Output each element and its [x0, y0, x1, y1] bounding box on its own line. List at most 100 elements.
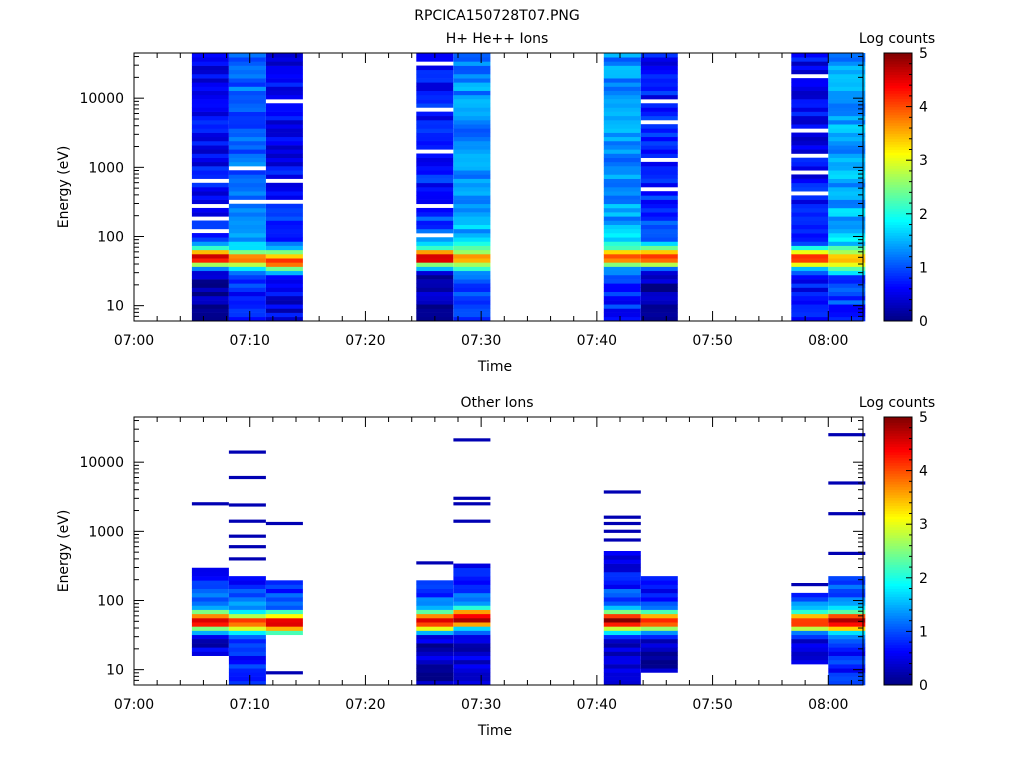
heatmap-cell: [791, 295, 829, 301]
heatmap-cell: [191, 291, 229, 297]
heatmap-cell: [228, 69, 266, 75]
heatmap-cell: [791, 647, 829, 652]
heatmap-cell: [828, 157, 866, 163]
heatmap-cell: [640, 90, 678, 96]
heatmap-cell: [453, 291, 491, 297]
colorbar-swatch: [884, 620, 912, 624]
heatmap-cell: [265, 61, 303, 66]
heatmap-cell: [228, 233, 266, 238]
heatmap-cell: [416, 224, 454, 230]
heatmap-cell: [640, 316, 678, 322]
colorbar-swatch: [884, 650, 912, 654]
heatmap-cell: [828, 672, 866, 677]
heatmap-cell: [191, 597, 229, 602]
heatmap-cell: [228, 618, 266, 623]
colorbar-swatch: [884, 634, 912, 638]
colorbar-swatch: [884, 58, 912, 62]
colorbar-swatch: [884, 682, 912, 686]
colorbar-swatch: [884, 666, 912, 670]
colorbar-swatch: [884, 438, 912, 442]
heatmap-cell: [791, 78, 829, 83]
colorbar-swatch: [884, 679, 912, 683]
heatmap-cell: [603, 111, 641, 117]
heatmap-cell: [228, 279, 266, 284]
heatmap-cell: [228, 274, 266, 280]
heatmap-cell: [828, 128, 866, 133]
heatmap-cell: [791, 638, 829, 644]
heatmap-cell: [191, 73, 229, 79]
heatmap-cell: [265, 82, 303, 87]
colorbar-swatch: [884, 235, 912, 239]
colorbar-swatch: [884, 580, 912, 584]
heatmap-cell: [228, 237, 266, 242]
heatmap-cell: [228, 254, 266, 259]
colorbar-swatch: [884, 262, 912, 266]
colorbar-swatch: [884, 516, 912, 520]
heatmap-cell: [453, 195, 491, 200]
heatmap-cell: [265, 308, 303, 313]
heatmap-cell: [828, 655, 866, 661]
y-axis-label-other: Energy (eV): [56, 510, 72, 593]
heatmap-cell: [453, 233, 491, 238]
heatmap-cell: [265, 580, 303, 585]
colorbar-swatch: [884, 449, 912, 453]
heatmap-cell: [265, 187, 303, 192]
heatmap-cell: [453, 220, 491, 225]
heatmap-cell: [228, 291, 266, 297]
colorbar-swatch: [884, 136, 912, 140]
x-tick-label: 08:00: [808, 697, 848, 713]
heatmap-cell: [228, 216, 266, 221]
heatmap-cell: [228, 174, 266, 179]
heatmap-cell: [640, 203, 678, 209]
heatmap-cell: [640, 140, 678, 146]
colorbar-swatch: [884, 128, 912, 132]
colorbar-swatch: [884, 283, 912, 287]
heatmap-cell: [228, 86, 266, 91]
heatmap-cell: [265, 295, 303, 301]
heatmap-cell: [265, 111, 303, 117]
colorbar-swatch: [884, 248, 912, 252]
heatmap-cell: [640, 103, 678, 108]
heatmap-cell: [265, 65, 303, 71]
heatmap-cell: [603, 115, 641, 121]
heatmap-cell: [828, 166, 866, 171]
sparse-count-line: [191, 502, 229, 506]
heatmap-cell: [228, 270, 266, 276]
heatmap-cell: [228, 191, 266, 196]
heatmap-cell: [265, 584, 303, 589]
colorbar-swatch: [884, 615, 912, 619]
heatmap-cell: [828, 584, 866, 589]
heatmap-cell: [228, 182, 266, 188]
heatmap-cell: [828, 605, 866, 610]
heatmap-cell: [191, 115, 229, 121]
colorbar-swatch: [884, 106, 912, 110]
y-axis-label-h-he: Energy (eV): [56, 146, 72, 229]
heatmap-cell: [791, 618, 829, 623]
heatmap-cell: [640, 643, 678, 648]
colorbar-swatch: [884, 551, 912, 555]
sparse-count-line: [603, 515, 641, 519]
colorbar-swatch: [884, 489, 912, 493]
heatmap-cell: [828, 576, 866, 581]
heatmap-cell: [416, 132, 454, 138]
heatmap-cell: [453, 128, 491, 133]
heatmap-cell: [828, 274, 866, 280]
heatmap-cell: [453, 157, 491, 163]
heatmap-cell: [603, 571, 641, 577]
colorbar-swatch: [884, 74, 912, 78]
heatmap-cell: [828, 111, 866, 117]
heatmap-cell: [416, 618, 454, 623]
colorbar-swatch: [884, 631, 912, 635]
colorbar-swatch: [884, 63, 912, 67]
heatmap-cell: [228, 597, 266, 602]
heatmap-cell: [603, 61, 641, 66]
heatmap-cell: [828, 61, 866, 66]
heatmap-cell: [453, 262, 491, 267]
heatmap-cell: [228, 638, 266, 644]
heatmap-cell: [416, 99, 454, 104]
colorbar-swatch: [884, 189, 912, 193]
heatmap-cell: [453, 161, 491, 167]
heatmap-cell: [191, 300, 229, 305]
heatmap-cell: [228, 103, 266, 108]
heatmap-cell: [828, 601, 866, 606]
